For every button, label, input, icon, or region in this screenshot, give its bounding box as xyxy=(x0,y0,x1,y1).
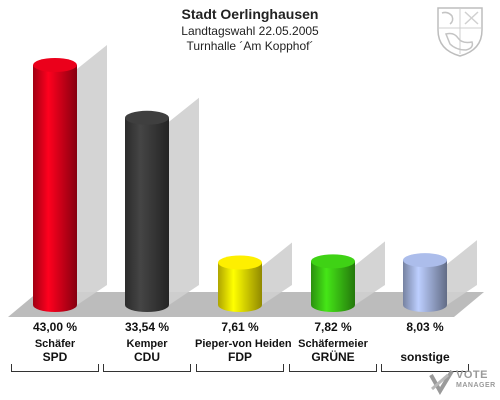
candidate-name: Schäfer xyxy=(34,338,76,350)
bar-top xyxy=(403,253,447,268)
label-bracket xyxy=(196,364,284,372)
bar-shadow xyxy=(262,242,292,305)
chart-subtitle: Landtagswahl 22.05.2005 xyxy=(181,24,319,38)
label-bracket xyxy=(11,364,99,372)
bar-top xyxy=(218,255,262,270)
data-label: 43,00 % xyxy=(32,320,78,334)
data-label: 7,61 % xyxy=(221,320,259,334)
data-label: 7,82 % xyxy=(314,320,352,334)
party-name: GRÜNE xyxy=(311,350,355,364)
bar-sonstige xyxy=(403,260,447,312)
bar-grüne xyxy=(311,261,355,312)
label-bracket xyxy=(289,364,377,372)
bar-cdu xyxy=(125,117,169,312)
data-label: 33,54 % xyxy=(124,320,170,334)
candidate-name: Schäfermeier xyxy=(298,338,368,350)
bar-shadow xyxy=(355,241,385,305)
bar-shadow xyxy=(77,45,107,305)
label-bracket xyxy=(103,364,191,372)
party-name: FDP xyxy=(228,350,252,364)
bar-spd xyxy=(33,65,77,312)
vote-manager-logo: VOTE MANAGER xyxy=(428,368,500,396)
bar-top xyxy=(311,254,355,269)
party-name: SPD xyxy=(42,350,68,364)
checkmark-icon xyxy=(429,369,454,395)
chart-location: Turnhalle ´Am Kopphof´ xyxy=(186,39,314,53)
party-name: sonstige xyxy=(400,350,450,364)
bar-top xyxy=(125,110,169,125)
label-bracket xyxy=(381,364,469,372)
brand-text-top: VOTE xyxy=(456,369,488,381)
coat-of-arms-icon xyxy=(437,7,483,57)
bar-top xyxy=(33,58,77,72)
candidate-name: Pieper-von Heiden xyxy=(195,338,292,350)
data-label: 8,03 % xyxy=(406,320,444,334)
party-name: CDU xyxy=(134,350,160,364)
candidate-name: Kemper xyxy=(126,338,168,350)
chart-title: Stadt Oerlinghausen xyxy=(181,6,319,22)
bar-shadow xyxy=(169,97,199,305)
bar-fdp xyxy=(218,262,262,312)
bar-shadow xyxy=(447,240,477,305)
brand-text-bottom: MANAGER xyxy=(456,382,496,389)
